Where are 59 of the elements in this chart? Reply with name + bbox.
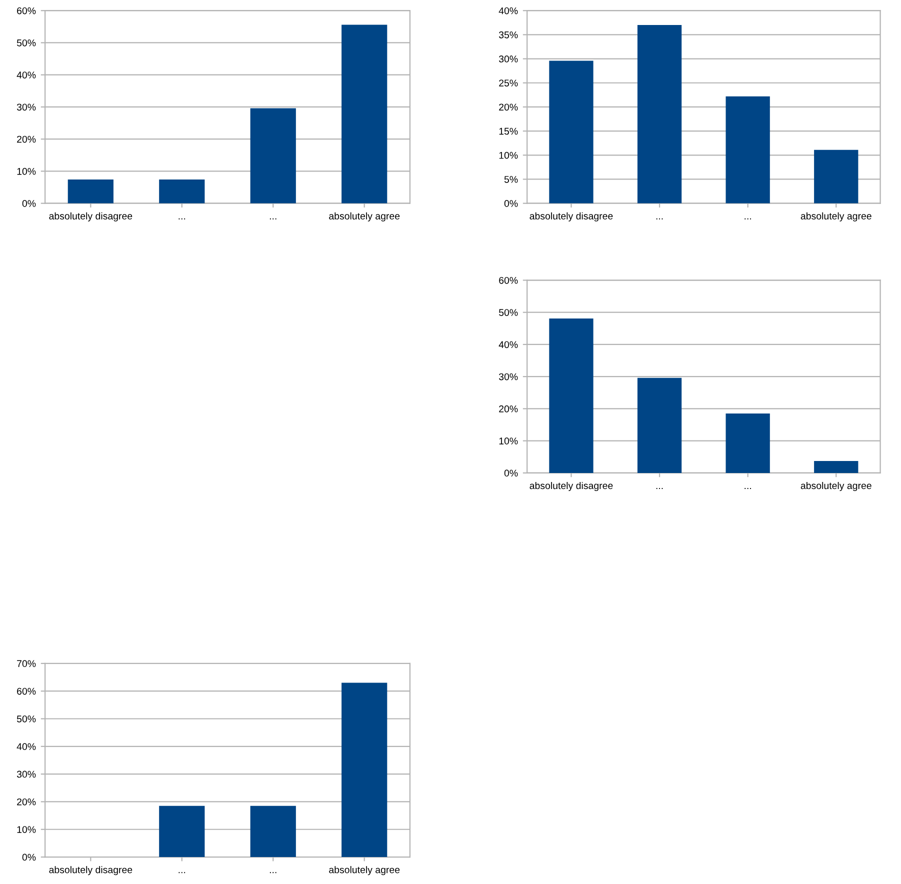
y-tick-label: 0% (504, 200, 518, 207)
y-tick-label: 20% (17, 136, 36, 143)
y-tick-label: 70% (17, 660, 36, 668)
bar (726, 96, 770, 204)
bar (549, 60, 594, 204)
y-tick-label: 20% (17, 798, 36, 806)
x-tick-label: absolutely disagree (530, 212, 613, 222)
x-tick-label: absolutely agree (800, 482, 872, 492)
bar (637, 378, 682, 473)
y-tick-label: 25% (499, 80, 518, 86)
y-tick-label: 60% (499, 276, 518, 284)
y-tick-label: 60% (17, 688, 36, 695)
x-tick-label: ... (656, 488, 663, 490)
bar (68, 180, 114, 204)
y-tick-label: 50% (16, 39, 36, 46)
x-tick-label: absolutely disagree (530, 482, 613, 492)
y-tick-label: 10% (17, 826, 36, 833)
y-tick-label: 10% (499, 438, 518, 444)
y-tick-label: 60% (17, 7, 36, 14)
y-tick-label: 0% (22, 854, 36, 861)
y-tick-label: 40% (16, 743, 36, 750)
x-tick-label: ... (656, 218, 663, 220)
x-tick-label: ... (744, 488, 751, 490)
bar (637, 25, 682, 204)
bar (726, 414, 770, 473)
bar (342, 24, 388, 204)
y-tick-label: 15% (499, 128, 518, 135)
y-tick-label: 30% (16, 104, 36, 111)
y-tick-label: 0% (22, 200, 36, 207)
x-tick-label: ... (744, 218, 751, 220)
bar (250, 108, 296, 204)
y-tick-label: 35% (498, 31, 518, 38)
y-tick-label: 20% (499, 104, 518, 111)
x-tick-label: absolutely agree (800, 212, 872, 222)
x-tick-label: ... (270, 872, 276, 874)
x-tick-label: absolutely agree (329, 866, 400, 876)
x-tick-label: absolutely disagree (49, 212, 132, 222)
y-tick-label: 30% (498, 373, 518, 380)
x-tick-label: ... (178, 218, 186, 220)
bar (549, 318, 594, 473)
bar (159, 180, 205, 204)
y-tick-label: 0% (504, 470, 518, 477)
x-tick-label: ... (270, 218, 276, 220)
y-tick-label: 10% (17, 168, 36, 175)
y-tick-label: 40% (498, 341, 518, 348)
x-tick-label: ... (178, 872, 186, 874)
y-tick-label: 50% (16, 715, 36, 722)
y-tick-label: 40% (16, 72, 36, 78)
x-tick-label: absolutely agree (329, 212, 400, 222)
y-tick-label: 10% (499, 152, 518, 159)
y-tick-label: 30% (498, 56, 518, 62)
bar (814, 461, 858, 473)
y-tick-label: 30% (16, 770, 36, 778)
y-tick-label: 20% (499, 405, 518, 412)
y-tick-label: 40% (498, 7, 518, 14)
bar (814, 150, 858, 204)
y-tick-label: 5% (504, 176, 518, 183)
y-tick-label: 50% (498, 309, 518, 316)
x-tick-label: absolutely disagree (49, 866, 132, 876)
